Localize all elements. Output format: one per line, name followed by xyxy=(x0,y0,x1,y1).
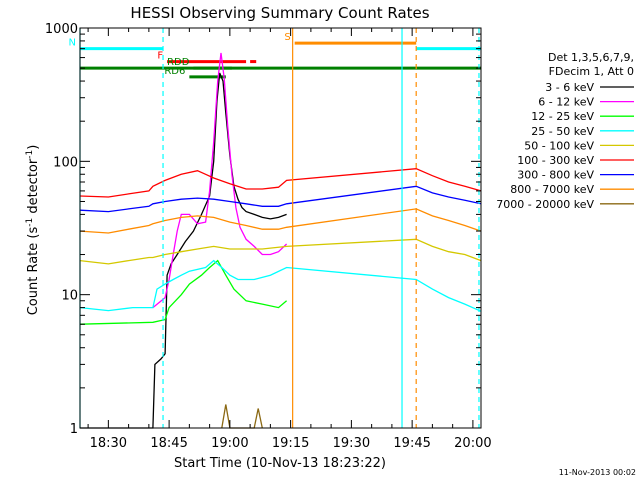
legend-header-1: FDecim 1, Att 0 xyxy=(549,65,634,78)
y-axis-ticks: 1000 100 10 1 xyxy=(45,22,481,437)
series-line-1 xyxy=(152,52,288,309)
y-axis-label: Count Rate (s-1 detector-1) xyxy=(25,145,41,316)
footer-date: 11-Nov-2013 00:02 xyxy=(559,468,636,477)
series-line-4 xyxy=(79,238,482,265)
legend-label-8: 7000 - 20000 keV xyxy=(496,198,594,211)
x-tick-label-2: 19:00 xyxy=(211,436,248,451)
flag-label-0: N xyxy=(69,38,76,49)
legend-label-0: 3 - 6 keV xyxy=(545,81,594,94)
legend-label-2: 12 - 25 keV xyxy=(531,110,594,123)
series-line-6 xyxy=(79,185,482,213)
legend-label-1: 6 - 12 keV xyxy=(538,96,594,109)
y-tick-label-3: 1 xyxy=(70,422,78,437)
x-tick-label-6: 20:00 xyxy=(454,436,491,451)
series-line-0 xyxy=(80,72,287,429)
x-tick-label-5: 19:45 xyxy=(393,436,430,451)
x-axis-label: Start Time (10-Nov-13 18:23:22) xyxy=(174,456,386,471)
series-line-2 xyxy=(79,259,288,325)
legend-label-7: 800 - 7000 keV xyxy=(510,183,594,196)
x-tick-label-4: 19:30 xyxy=(333,436,370,451)
legend-label-4: 50 - 100 keV xyxy=(524,139,594,152)
x-tick-label-1: 18:45 xyxy=(150,436,187,451)
legend-label-3: 25 - 50 keV xyxy=(531,125,594,138)
time-markers xyxy=(79,28,480,428)
flag-label-5: RD6 xyxy=(164,66,185,77)
x-tick-label-0: 18:30 xyxy=(90,436,127,451)
series-line-3 xyxy=(79,259,482,312)
y-tick-label-0: 1000 xyxy=(45,22,78,37)
y-tick-label-2: 10 xyxy=(61,289,78,304)
x-tick-label-3: 19:15 xyxy=(272,436,309,451)
chart-title: HESSI Observing Summary Count Rates xyxy=(130,4,429,22)
flag-label-2: S xyxy=(284,32,290,43)
legend-header-0: Det 1,3,5,6,7,9, xyxy=(548,51,634,64)
series-line-5 xyxy=(79,168,482,198)
legend-label-5: 100 - 300 keV xyxy=(517,154,594,167)
flag-label-4: RDD xyxy=(167,57,190,68)
series-line-7 xyxy=(79,208,482,234)
plot-frame xyxy=(79,27,482,429)
legend-label-6: 300 - 800 keV xyxy=(517,169,594,182)
legend: Det 1,3,5,6,7,9,FDecim 1, Att 0 3 - 6 keV… xyxy=(496,51,634,211)
series-line-8 xyxy=(221,404,263,429)
x-axis-ticks: 18:30 18:45 19:00 19:15 19:30 19:45 20:00 xyxy=(87,28,492,451)
flag-label-1: F xyxy=(157,51,163,62)
series-lines xyxy=(79,52,482,429)
y-tick-label-1: 100 xyxy=(53,155,78,170)
